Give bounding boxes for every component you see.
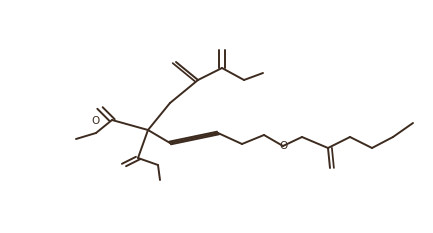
Text: O: O bbox=[92, 116, 100, 126]
Text: O: O bbox=[279, 141, 287, 151]
